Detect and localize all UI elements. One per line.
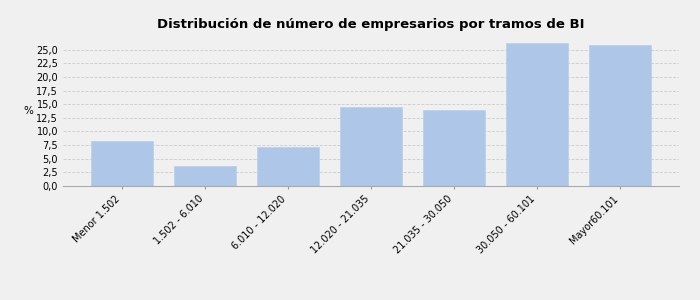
Bar [257,147,319,186]
Bar [589,45,651,186]
Bar [506,43,568,186]
Title: Distribución de número de empresarios por tramos de BI: Distribución de número de empresarios po… [158,18,584,31]
Bar [91,141,153,186]
Bar [423,110,485,186]
Bar [340,107,402,186]
Y-axis label: %: % [23,106,33,116]
Bar [174,166,236,186]
Legend: Número de empresarios: Número de empresarios [296,299,446,300]
